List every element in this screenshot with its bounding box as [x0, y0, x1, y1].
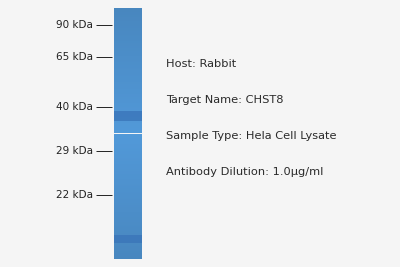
Text: 40 kDa: 40 kDa [56, 102, 93, 112]
Text: 29 kDa: 29 kDa [56, 146, 93, 156]
Text: 65 kDa: 65 kDa [56, 52, 93, 62]
Text: 90 kDa: 90 kDa [56, 20, 93, 30]
Text: 22 kDa: 22 kDa [56, 190, 93, 200]
Text: Antibody Dilution: 1.0µg/ml: Antibody Dilution: 1.0µg/ml [166, 167, 323, 177]
Text: Target Name: CHST8: Target Name: CHST8 [166, 95, 284, 105]
Text: Host: Rabbit: Host: Rabbit [166, 59, 236, 69]
Text: Sample Type: Hela Cell Lysate: Sample Type: Hela Cell Lysate [166, 131, 336, 141]
